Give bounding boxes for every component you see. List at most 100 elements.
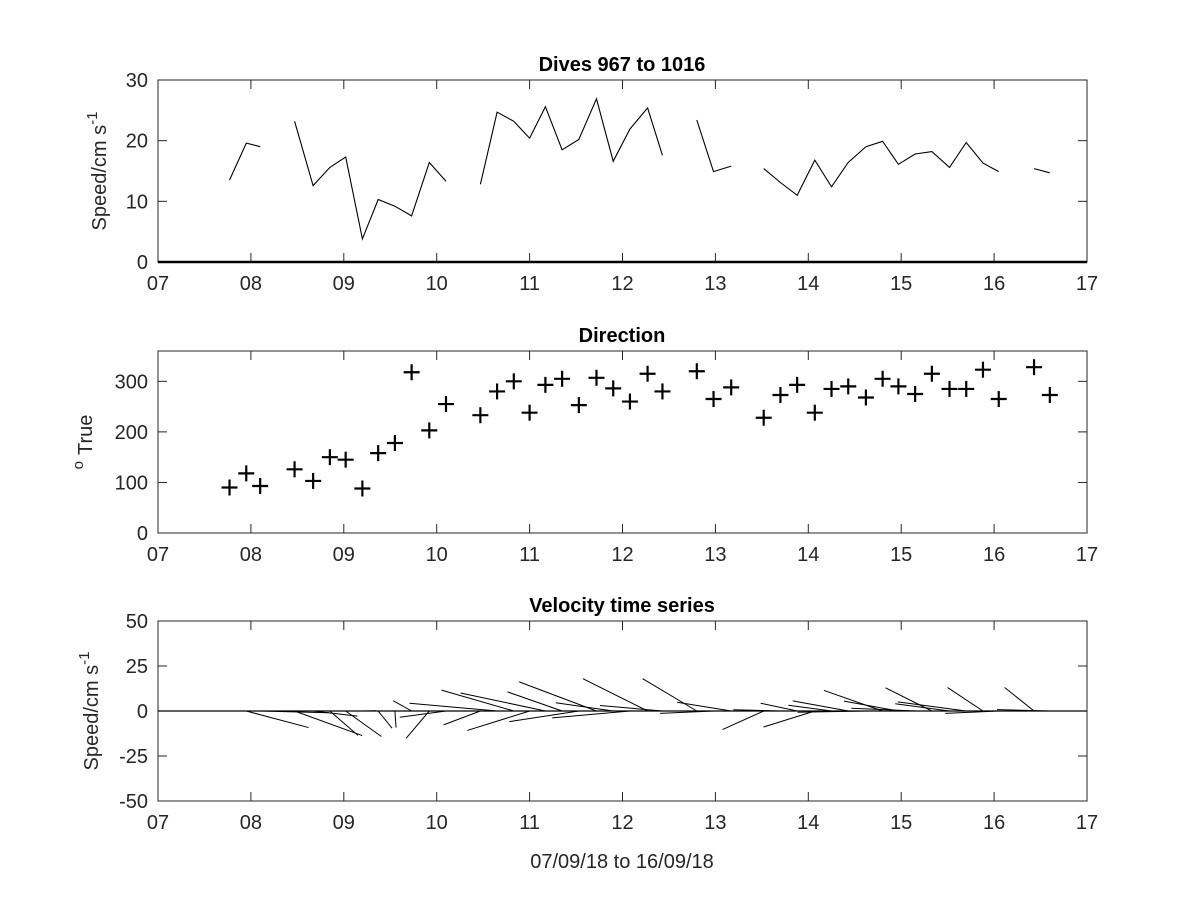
velocity-stick [851,707,916,712]
velocity-stick [792,700,849,712]
direction-point [252,477,269,494]
direction-point [521,404,538,421]
x-tick-label: 07 [147,544,169,566]
direction-point [705,391,722,408]
direction-point [321,449,338,466]
speed-line-segment [479,97,663,185]
speed-ylabel: Speed/cm s-1 [84,112,111,231]
direction-point [337,451,354,468]
x-tick-label: 14 [797,812,819,834]
velocity-stick [409,702,498,712]
speed-ylabel-superscript: -1 [84,112,101,125]
x-tick-label: 13 [704,812,726,834]
x-tick-label: 10 [426,544,448,566]
direction-point [621,393,638,410]
x-tick-label: 07 [147,812,169,834]
direction-markers [221,359,1058,497]
velocity-stick [294,710,363,737]
velocity-stick [518,681,597,712]
direction-point [605,380,622,397]
x-tick-label: 08 [240,812,262,834]
speed-panel: Dives 967 to 1016 07 08 09 10 11 12 13 14 15 16 17… [84,54,1098,295]
direction-point [286,461,303,478]
velocity-stick [329,710,359,736]
direction-point [386,435,403,452]
velocity-stick [996,709,1050,712]
y-tick-label: 25 [126,656,148,678]
direction-point [890,378,907,395]
speed-axes-box [157,79,1088,263]
direction-point [305,472,322,489]
velocity-stick [660,710,714,714]
direction-ylabel-prefix: o [70,461,87,469]
x-tick-label: 17 [1076,544,1098,566]
x-tick-label: 07 [147,273,169,295]
direction-point [505,373,522,390]
y-tick-label: 10 [126,191,148,213]
direction-point [857,389,874,406]
speed-lines [158,97,1087,264]
velocity-stick [345,710,382,737]
x-tick-label: 10 [426,273,448,295]
direction-point [570,397,587,414]
velocity-stick [405,710,430,739]
x-tick-label: 12 [611,273,633,295]
velocity-stick [313,710,358,717]
velocity-stick [760,702,798,712]
velocity-stick [788,704,832,712]
velocity-stick [441,689,514,712]
velocity-stick [394,710,397,728]
velocity-stick [1004,687,1035,712]
y-tick-label: 50 [126,611,148,633]
direction-point [238,465,255,482]
direction-point [772,386,789,403]
x-tick-label: 08 [240,273,262,295]
x-tick-label: 11 [519,812,540,834]
y-tick-label: 100 [115,472,148,494]
x-tick-label: 10 [426,812,448,834]
direction-point [723,379,740,396]
direction-point [1026,359,1043,376]
direction-point [472,407,489,424]
y-tick-label: -25 [119,746,148,768]
direction-point [437,396,454,413]
direction-point [840,378,857,395]
direction-point [806,404,823,421]
velocity-stick [823,689,883,712]
velocity-stick [897,701,967,712]
direction-point [489,383,506,400]
y-tick-label: 0 [137,523,148,545]
y-tick-label: 0 [137,701,148,723]
direction-point [974,361,991,378]
x-tick-label: 14 [797,544,819,566]
x-tick-label: 11 [519,544,540,566]
speed-line-segment [1033,168,1050,174]
direction-point [654,383,671,400]
direction-point [923,365,940,382]
velocity-stick [733,709,781,712]
y-tick-label: 20 [126,131,148,153]
velocity-stick [552,710,630,719]
y-tick-label: 300 [115,371,148,393]
x-tick-label: 13 [704,273,726,295]
velocity-stick [945,710,999,714]
velocity-stick [722,710,764,731]
velocity-stick [947,687,984,712]
direction-point [874,370,891,387]
x-tick-label: 15 [890,812,912,834]
speed-line-segment [228,142,261,181]
direction-point [688,363,705,380]
velocity-stick [642,678,698,712]
direction-point [588,369,605,386]
direction-axes-box [157,350,1088,534]
x-tick-label: 13 [704,544,726,566]
direction-point [370,445,387,462]
speed-ylabel-text: Speed/cm s [89,125,111,231]
x-tick-label: 14 [797,273,819,295]
velocity-stick [582,678,648,712]
velocity-stick [843,700,899,712]
x-tick-label: 16 [983,812,1005,834]
velocity-stick [797,710,866,713]
direction-panel: Direction 07 08 09 10 11 12 13 14 15 16 17 0 100 200 3… [70,325,1098,566]
y-tick-label: 30 [126,70,148,92]
